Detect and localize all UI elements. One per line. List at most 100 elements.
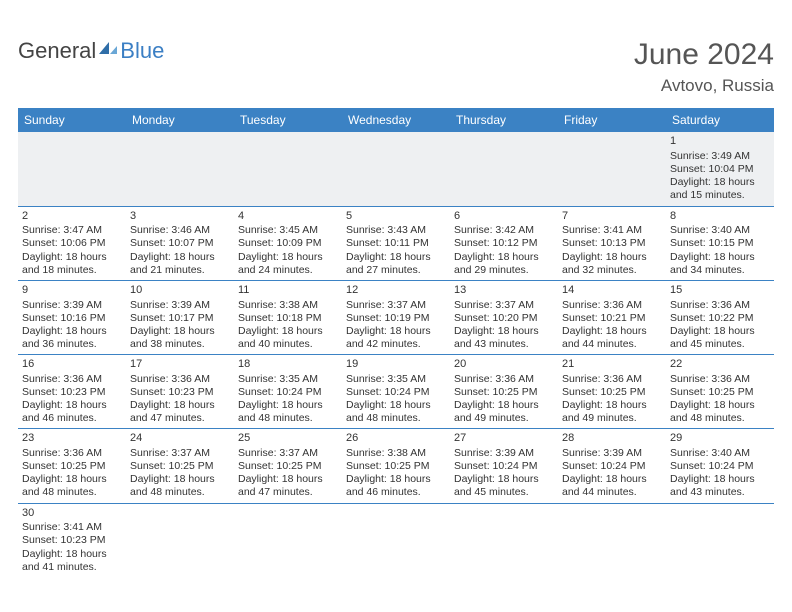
calendar-empty-cell: [450, 503, 558, 577]
calendar-empty-cell: [18, 132, 126, 206]
daylight-line: Daylight: 18 hours and 49 minutes.: [454, 399, 554, 425]
day-number: 21: [562, 358, 662, 372]
calendar-day-cell: 10Sunrise: 3:39 AMSunset: 10:17 PMDaylig…: [126, 280, 234, 354]
day-number: 9: [22, 284, 122, 298]
sunrise-line: Sunrise: 3:49 AM: [670, 150, 770, 163]
weekday-header: Thursday: [450, 108, 558, 132]
sunrise-line: Sunrise: 3:39 AM: [562, 447, 662, 460]
daylight-line: Daylight: 18 hours and 42 minutes.: [346, 325, 446, 351]
daylight-line: Daylight: 18 hours and 36 minutes.: [22, 325, 122, 351]
daylight-line: Daylight: 18 hours and 44 minutes.: [562, 473, 662, 499]
sunset-line: Sunset: 10:24 PM: [238, 386, 338, 399]
sunrise-line: Sunrise: 3:45 AM: [238, 224, 338, 237]
day-number: 20: [454, 358, 554, 372]
sunset-line: Sunset: 10:20 PM: [454, 312, 554, 325]
sunset-line: Sunset: 10:12 PM: [454, 237, 554, 250]
sunset-line: Sunset: 10:25 PM: [238, 460, 338, 473]
sunrise-line: Sunrise: 3:36 AM: [670, 373, 770, 386]
calendar-empty-cell: [450, 132, 558, 206]
sail-icon: [97, 40, 119, 61]
sunrise-line: Sunrise: 3:47 AM: [22, 224, 122, 237]
daylight-line: Daylight: 18 hours and 48 minutes.: [22, 473, 122, 499]
calendar-week-row: 30Sunrise: 3:41 AMSunset: 10:23 PMDaylig…: [18, 503, 774, 577]
calendar-day-cell: 1Sunrise: 3:49 AMSunset: 10:04 PMDayligh…: [666, 132, 774, 206]
calendar-day-cell: 6Sunrise: 3:42 AMSunset: 10:12 PMDayligh…: [450, 206, 558, 280]
day-number: 15: [670, 284, 770, 298]
calendar-day-cell: 18Sunrise: 3:35 AMSunset: 10:24 PMDaylig…: [234, 355, 342, 429]
day-number: 19: [346, 358, 446, 372]
calendar-table: SundayMondayTuesdayWednesdayThursdayFrid…: [18, 108, 774, 577]
sunset-line: Sunset: 10:15 PM: [670, 237, 770, 250]
sunset-line: Sunset: 10:11 PM: [346, 237, 446, 250]
daylight-line: Daylight: 18 hours and 45 minutes.: [670, 325, 770, 351]
sunrise-line: Sunrise: 3:38 AM: [238, 299, 338, 312]
sunset-line: Sunset: 10:23 PM: [22, 534, 122, 547]
calendar-week-row: 16Sunrise: 3:36 AMSunset: 10:23 PMDaylig…: [18, 355, 774, 429]
sunrise-line: Sunrise: 3:43 AM: [346, 224, 446, 237]
title-block: June 2024 Avtovo, Russia: [634, 38, 774, 96]
daylight-line: Daylight: 18 hours and 24 minutes.: [238, 251, 338, 277]
sunset-line: Sunset: 10:24 PM: [454, 460, 554, 473]
sunrise-line: Sunrise: 3:42 AM: [454, 224, 554, 237]
daylight-line: Daylight: 18 hours and 43 minutes.: [454, 325, 554, 351]
calendar-day-cell: 21Sunrise: 3:36 AMSunset: 10:25 PMDaylig…: [558, 355, 666, 429]
daylight-line: Daylight: 18 hours and 45 minutes.: [454, 473, 554, 499]
sunset-line: Sunset: 10:23 PM: [130, 386, 230, 399]
calendar-day-cell: 20Sunrise: 3:36 AMSunset: 10:25 PMDaylig…: [450, 355, 558, 429]
day-number: 11: [238, 284, 338, 298]
calendar-day-cell: 4Sunrise: 3:45 AMSunset: 10:09 PMDayligh…: [234, 206, 342, 280]
sunrise-line: Sunrise: 3:40 AM: [670, 447, 770, 460]
sunset-line: Sunset: 10:24 PM: [562, 460, 662, 473]
day-number: 14: [562, 284, 662, 298]
calendar-empty-cell: [126, 132, 234, 206]
weekday-header: Monday: [126, 108, 234, 132]
day-number: 7: [562, 210, 662, 224]
day-number: 24: [130, 432, 230, 446]
sunset-line: Sunset: 10:25 PM: [454, 386, 554, 399]
calendar-thead: SundayMondayTuesdayWednesdayThursdayFrid…: [18, 108, 774, 132]
sunrise-line: Sunrise: 3:35 AM: [238, 373, 338, 386]
sunset-line: Sunset: 10:25 PM: [22, 460, 122, 473]
daylight-line: Daylight: 18 hours and 46 minutes.: [346, 473, 446, 499]
calendar-page: General Blue June 2024 Avtovo, Russia Su…: [0, 0, 792, 587]
calendar-day-cell: 13Sunrise: 3:37 AMSunset: 10:20 PMDaylig…: [450, 280, 558, 354]
sunset-line: Sunset: 10:06 PM: [22, 237, 122, 250]
calendar-day-cell: 17Sunrise: 3:36 AMSunset: 10:23 PMDaylig…: [126, 355, 234, 429]
calendar-day-cell: 27Sunrise: 3:39 AMSunset: 10:24 PMDaylig…: [450, 429, 558, 503]
calendar-day-cell: 14Sunrise: 3:36 AMSunset: 10:21 PMDaylig…: [558, 280, 666, 354]
sunset-line: Sunset: 10:25 PM: [562, 386, 662, 399]
calendar-week-row: 23Sunrise: 3:36 AMSunset: 10:25 PMDaylig…: [18, 429, 774, 503]
sunset-line: Sunset: 10:22 PM: [670, 312, 770, 325]
sunrise-line: Sunrise: 3:36 AM: [22, 447, 122, 460]
sunset-line: Sunset: 10:25 PM: [130, 460, 230, 473]
weekday-header: Friday: [558, 108, 666, 132]
calendar-day-cell: 30Sunrise: 3:41 AMSunset: 10:23 PMDaylig…: [18, 503, 126, 577]
sunrise-line: Sunrise: 3:36 AM: [454, 373, 554, 386]
daylight-line: Daylight: 18 hours and 48 minutes.: [130, 473, 230, 499]
calendar-empty-cell: [126, 503, 234, 577]
daylight-line: Daylight: 18 hours and 46 minutes.: [22, 399, 122, 425]
location-text: Avtovo, Russia: [634, 76, 774, 96]
sunset-line: Sunset: 10:23 PM: [22, 386, 122, 399]
calendar-empty-cell: [342, 132, 450, 206]
sunset-line: Sunset: 10:07 PM: [130, 237, 230, 250]
sunrise-line: Sunrise: 3:37 AM: [346, 299, 446, 312]
sunrise-line: Sunrise: 3:36 AM: [670, 299, 770, 312]
sunset-line: Sunset: 10:24 PM: [670, 460, 770, 473]
logo-text-blue: Blue: [120, 38, 164, 64]
day-number: 27: [454, 432, 554, 446]
sunrise-line: Sunrise: 3:39 AM: [130, 299, 230, 312]
sunset-line: Sunset: 10:16 PM: [22, 312, 122, 325]
day-number: 4: [238, 210, 338, 224]
sunrise-line: Sunrise: 3:39 AM: [454, 447, 554, 460]
weekday-header: Sunday: [18, 108, 126, 132]
sunrise-line: Sunrise: 3:37 AM: [130, 447, 230, 460]
calendar-empty-cell: [342, 503, 450, 577]
sunrise-line: Sunrise: 3:37 AM: [238, 447, 338, 460]
calendar-day-cell: 5Sunrise: 3:43 AMSunset: 10:11 PMDayligh…: [342, 206, 450, 280]
calendar-empty-cell: [558, 132, 666, 206]
sunset-line: Sunset: 10:25 PM: [346, 460, 446, 473]
day-number: 12: [346, 284, 446, 298]
calendar-day-cell: 3Sunrise: 3:46 AMSunset: 10:07 PMDayligh…: [126, 206, 234, 280]
day-number: 26: [346, 432, 446, 446]
